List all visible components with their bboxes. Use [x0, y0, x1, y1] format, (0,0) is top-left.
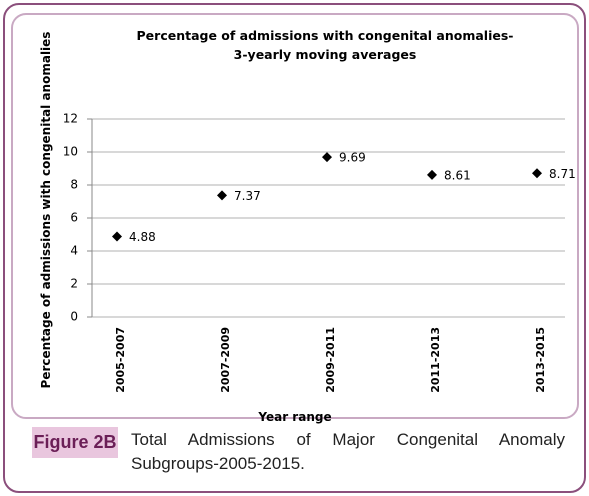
- data-label: 8.71: [549, 167, 576, 181]
- point: [217, 190, 227, 201]
- y-tick-label: 0: [70, 310, 78, 324]
- x-axis-label: Year range: [257, 410, 331, 424]
- y-tick-label: 10: [63, 145, 78, 159]
- x-tick-label: 2007-2009: [219, 327, 232, 393]
- x-tick-label: 2013-2015: [534, 327, 547, 393]
- point: [532, 168, 542, 179]
- point: [427, 169, 437, 180]
- x-tick-label: 2011-2013: [429, 327, 442, 393]
- y-tick-label: 6: [70, 211, 78, 225]
- point: [322, 152, 332, 163]
- y-tick-label: 4: [70, 244, 78, 258]
- y-tick-label: 2: [70, 277, 78, 291]
- data-label: 7.37: [234, 189, 261, 203]
- figure-label: Figure 2B: [32, 427, 118, 458]
- data-label: 8.61: [444, 168, 471, 182]
- x-tick-label: 2005-2007: [114, 327, 127, 393]
- chart-title: 3-yearly moving averages: [234, 47, 417, 62]
- point: [112, 231, 122, 242]
- y-axis-label: Percentage of admissions with congenital…: [39, 32, 53, 389]
- data-label: 9.69: [339, 151, 366, 165]
- y-tick-label: 8: [70, 178, 78, 192]
- figure-caption: Total Admissions of Major Congenital Ano…: [131, 430, 565, 473]
- chart-border: [11, 13, 579, 419]
- chart-title: Percentage of admissions with congenital…: [137, 28, 514, 43]
- data-label: 4.88: [129, 230, 156, 244]
- x-tick-label: 2009-2011: [324, 327, 337, 393]
- y-tick-label: 12: [63, 112, 78, 126]
